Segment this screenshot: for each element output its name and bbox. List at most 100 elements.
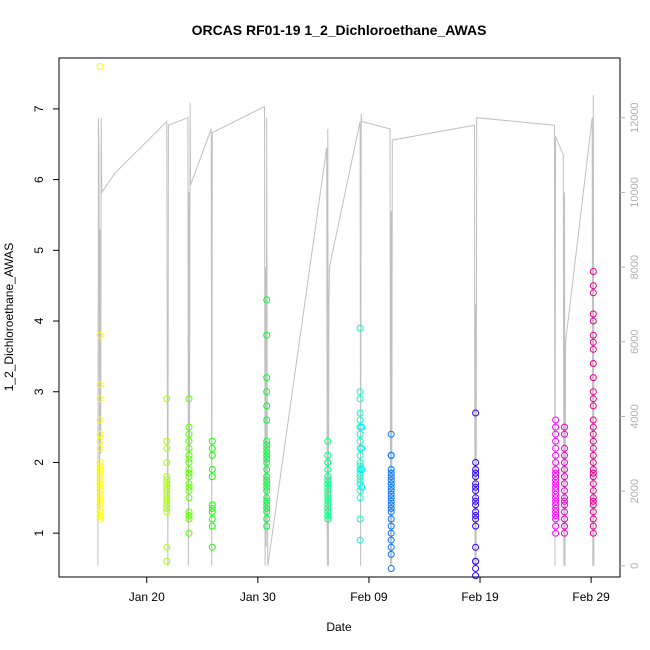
data-point [185,512,193,519]
x-tick-label: Feb 19 [461,590,499,604]
data-point [185,451,193,459]
data-point [552,483,560,491]
data-point [589,522,597,530]
data-point [263,402,271,410]
data-point [552,437,560,445]
chart-title: ORCAS RF01-19 1_2_Dichloroethane_AWAS [192,22,487,38]
data-point [96,416,104,424]
data-point [263,448,271,456]
data-point [185,508,193,516]
data-point [163,437,171,445]
data-point [96,430,104,438]
data-point [387,473,395,481]
data-point [589,494,597,502]
data-point [589,402,597,410]
data-point [263,437,271,445]
data-point [356,451,364,459]
data-point [472,487,480,495]
series-rf06 [324,437,332,523]
data-point [561,451,568,459]
data-point [163,494,171,502]
data-point [96,331,104,339]
data-point [472,565,480,572]
data-point [561,497,568,505]
data-point [208,466,216,473]
data-point [387,451,395,459]
data-point [589,338,597,346]
data-point [263,388,271,396]
series-rf02 [163,395,171,565]
data-point [324,451,332,459]
data-point [185,469,193,477]
data-point [358,444,366,452]
data-point [163,476,171,484]
data-point [185,395,193,403]
data-point [589,423,597,431]
data-point [356,416,364,424]
data-point [263,459,271,466]
data-point [263,480,271,488]
data-point [472,508,480,516]
y-tick-label: 7 [32,105,46,112]
data-point [387,476,395,484]
data-point [552,423,560,431]
data-point [472,459,480,466]
data-point [472,469,480,477]
data-point [263,497,271,505]
data-point [356,487,364,495]
data-point [552,504,560,512]
data-point [263,476,271,484]
data-point [208,508,216,516]
data-point [263,374,271,382]
data-point [552,416,560,424]
series-rf01 [96,63,104,523]
data-point [96,476,104,484]
data-point [263,522,271,530]
data-point [552,494,560,502]
data-point [589,515,597,523]
data-point [387,550,395,558]
data-point [96,501,104,509]
data-point [356,388,364,396]
data-point [208,501,216,509]
data-point [263,487,271,495]
data-point [263,473,271,481]
x-tick-label: Jan 20 [129,590,165,604]
data-point [589,289,597,297]
series-rf13 [589,268,597,537]
y2-tick-label: 8000 [629,255,641,279]
data-point [208,543,216,551]
data-point [387,469,395,477]
data-point [324,473,332,481]
data-point [324,494,332,502]
data-point [356,459,364,466]
data-point [96,444,104,452]
data-point [356,473,364,481]
data-point [552,430,560,438]
data-point [561,444,568,452]
data-point [552,480,560,488]
data-point [589,345,597,353]
data-point [589,317,597,325]
x-tick-label: Feb 29 [572,590,610,604]
data-point [472,522,480,530]
data-point [185,515,193,523]
y-tick-label: 4 [32,317,46,324]
data-point [96,437,104,445]
data-point [589,529,597,537]
y-tick-label: 2 [32,459,46,466]
data-point [552,469,560,477]
data-point [96,504,104,512]
series-rf12 [561,423,568,537]
data-point [163,444,171,452]
data-point [356,409,364,417]
data-point [185,459,193,466]
data-point [589,451,597,459]
data-point [208,473,216,481]
y2-tick-label: 10000 [629,177,641,208]
altitude-trace-line [97,95,595,566]
series-rf10 [472,409,480,580]
data-point [324,487,332,495]
data-point [185,455,193,463]
